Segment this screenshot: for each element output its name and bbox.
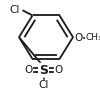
- Text: CH₃: CH₃: [86, 33, 100, 42]
- Text: O: O: [24, 65, 33, 75]
- Text: O: O: [54, 65, 63, 75]
- Text: O: O: [74, 33, 83, 43]
- Text: Cl: Cl: [10, 5, 20, 15]
- Text: S: S: [39, 64, 48, 77]
- Text: Cl: Cl: [38, 80, 49, 90]
